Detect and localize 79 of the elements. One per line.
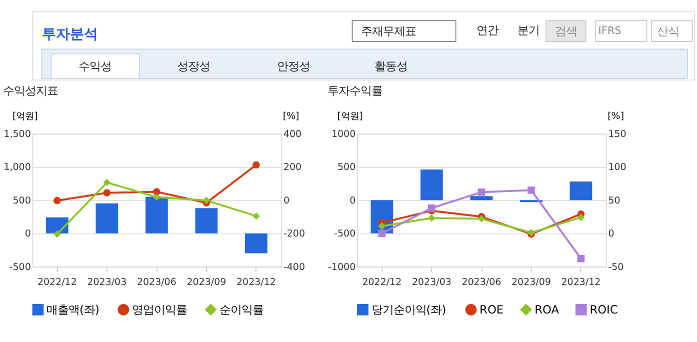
y2-tick-label: 0 [608,228,614,240]
x-tick-label: 2022/12 [362,277,402,288]
point [53,230,61,238]
y2-axis-title: [%] [608,110,624,122]
bar [570,182,592,200]
x-tick-label: 2023/06 [136,277,176,288]
y-tick-label: -1000 [328,262,356,273]
point [378,230,386,238]
point [153,188,160,196]
y-axis-title: [억원] [12,110,38,122]
y2-axis-title: [%] [282,110,300,122]
x-tick-label: 2023/06 [462,277,502,288]
legend-label: 매출액(좌) [46,302,100,316]
point [478,188,486,196]
y-tick-label: 500 [338,162,356,174]
text: 투자분석 [42,26,98,43]
x-tick-label: 2023/12 [561,277,601,288]
y2-tick-label: 0 [283,195,290,206]
x-tick-label: 2022/12 [37,277,77,288]
point [153,193,160,201]
legend-label: ROE [480,302,504,316]
point [577,214,585,222]
y-tick-label: 1,500 [4,128,31,140]
x-tick-label: 2023/03 [87,277,127,288]
y2-tick-label: -400 [283,262,305,273]
x-tick-label: 2023/09 [186,277,226,288]
y2-tick-label: 400 [283,128,302,140]
point [528,186,535,194]
point [577,254,585,262]
legend-label: 순이익률 [219,302,264,316]
text: 분기 [518,22,540,37]
y2-tick-label: 100 [608,162,626,174]
y-tick-label: 0 [350,195,356,206]
legend-label: 당기순이익(좌) [371,302,446,316]
y2-tick-label: -50 [608,262,624,273]
y-tick-label: 1000 [331,128,356,140]
point [53,196,61,204]
point [252,161,260,169]
bar [96,203,118,234]
point [428,214,436,222]
y2-tick-label: 50 [608,195,620,206]
y2-tick-label: 200 [283,162,302,174]
text: 주재무제표 [360,24,416,38]
legend-label: ROA [534,302,560,316]
y-tick-label: 0 [24,228,31,240]
legend-label: ROIC [590,302,618,316]
bar [470,196,493,200]
bar [420,170,443,200]
y-tick-label: -500 [9,262,31,273]
y-axis-title: [억원] [337,110,363,122]
x-tick-label: 2023/03 [412,277,452,288]
bar [245,233,268,254]
text: 활동성 [374,59,408,74]
chart-title: 수익성지표 [3,84,58,98]
point [428,204,436,212]
point [103,178,111,186]
point [252,212,260,220]
bar [195,208,218,234]
bar [145,196,168,234]
text: 성장성 [177,59,210,74]
legend-label: 영업이익률 [132,302,187,316]
y2-tick-label: 150 [608,128,626,140]
text: 수익성 [78,59,112,74]
point [103,189,111,196]
x-tick-label: 2023/09 [512,277,551,288]
text: 산식 [657,24,680,38]
bar [46,217,68,234]
y2-tick-label: -200 [283,228,305,240]
point [378,222,386,230]
y-tick-label: 500 [12,195,31,206]
text: IFRS [598,24,622,37]
point [202,196,210,204]
text: 안정성 [276,59,310,74]
x-tick-label: 2023/12 [236,277,276,288]
y-tick-label: 1,000 [4,162,31,174]
y-tick-label: -500 [334,228,356,240]
text: 검색 [554,24,577,38]
chart-title: 투자수익률 [328,84,383,98]
text: 연간 [476,22,499,37]
